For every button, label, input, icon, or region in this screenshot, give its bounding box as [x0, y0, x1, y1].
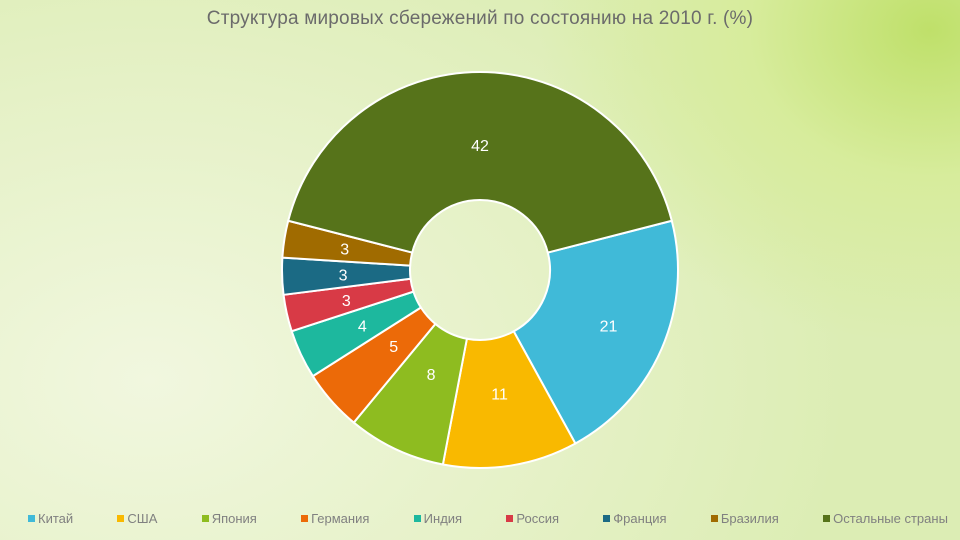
legend-label-8: Бразилия: [720, 511, 779, 526]
slice-1: [512, 219, 679, 445]
legend-swatch-5: [413, 515, 421, 522]
chart-title: Структура мировых сбережений по состояни…: [206, 8, 754, 29]
legend-swatch-7: [603, 515, 611, 522]
legend-item-8: Бразилия: [710, 511, 779, 526]
legend-item-5: Индия: [413, 511, 463, 526]
data-label-7: 3: [339, 267, 348, 284]
data-label-3: 8: [427, 367, 436, 384]
data-label-6: 3: [342, 293, 351, 310]
legend-swatch-3: [201, 515, 209, 522]
legend-label-7: Франция: [613, 511, 667, 526]
legend-label-1: Китай: [38, 511, 74, 526]
legend-item-1: Китай: [28, 511, 73, 526]
legend-label-3: Япония: [211, 511, 257, 526]
data-label-1: 21: [600, 319, 618, 336]
legend-item-4: Германия: [301, 511, 369, 526]
data-label-5: 4: [358, 318, 367, 335]
legend-swatch-8: [710, 515, 718, 522]
data-label-9: 42: [471, 138, 489, 155]
legend-swatch-9: [823, 515, 831, 522]
legend-swatch-2: [117, 515, 125, 522]
legend-item-3: Япония: [201, 511, 257, 526]
legend-swatch-6: [506, 515, 514, 522]
legend-label-9: Остальные страны: [833, 511, 948, 526]
legend-label-4: Германия: [311, 511, 370, 526]
legend-item-2: США: [117, 511, 157, 526]
legend-label-2: США: [127, 511, 158, 526]
chart-legend: Китай США Япония Германия Индия Россия Франция…: [28, 511, 948, 526]
slice-2: [441, 329, 577, 469]
slice-9: [287, 71, 673, 254]
legend-item-7: Франция: [603, 511, 667, 526]
legend-swatch-1: [28, 515, 35, 522]
legend-label-5: Индия: [423, 511, 463, 526]
legend-item-9: Остальные страны: [823, 511, 948, 526]
data-label-8: 3: [340, 242, 349, 259]
legend-item-6: Россия: [506, 511, 559, 526]
data-label-2: 11: [491, 386, 508, 403]
legend-label-6: Россия: [516, 511, 560, 526]
legend-swatch-4: [301, 515, 309, 522]
data-label-4: 5: [389, 339, 398, 356]
